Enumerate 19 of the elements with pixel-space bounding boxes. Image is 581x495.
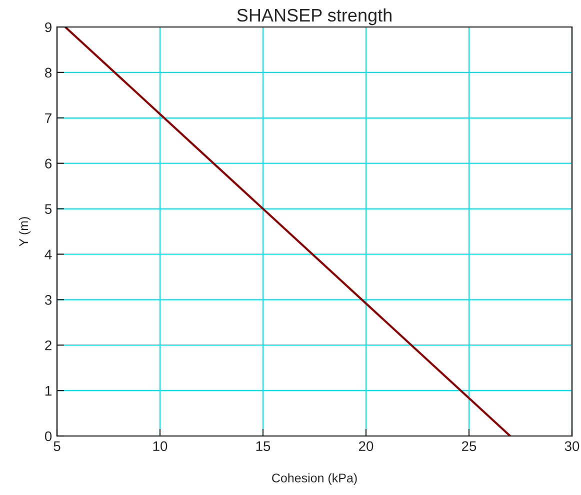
y-tick-label: 7	[45, 113, 52, 123]
y-tick-label: 2	[45, 340, 52, 350]
x-tick-label: 15	[256, 441, 270, 452]
y-tick-label: 1	[45, 386, 52, 396]
x-tick-label: 25	[462, 441, 476, 452]
x-tick-label: 5	[54, 441, 60, 452]
x-tick-label: 30	[564, 441, 580, 452]
y-tick-label: 6	[45, 158, 52, 169]
y-tick-label: 4	[44, 250, 52, 260]
y-tick-label: 9	[45, 22, 52, 32]
x-axis-title: Cohesion (kPa)	[272, 473, 357, 485]
y-axis-title: Y (m)	[18, 217, 31, 246]
chart-title: SHANSEP strength	[237, 8, 392, 26]
y-tick-label: 0	[44, 431, 52, 442]
x-tick-label: 10	[153, 441, 168, 452]
y-tick-label: 3	[44, 295, 52, 305]
y-tick-label: 5	[44, 204, 52, 214]
y-tick-label: 8	[45, 68, 52, 78]
x-tick-label: 20	[358, 441, 374, 452]
